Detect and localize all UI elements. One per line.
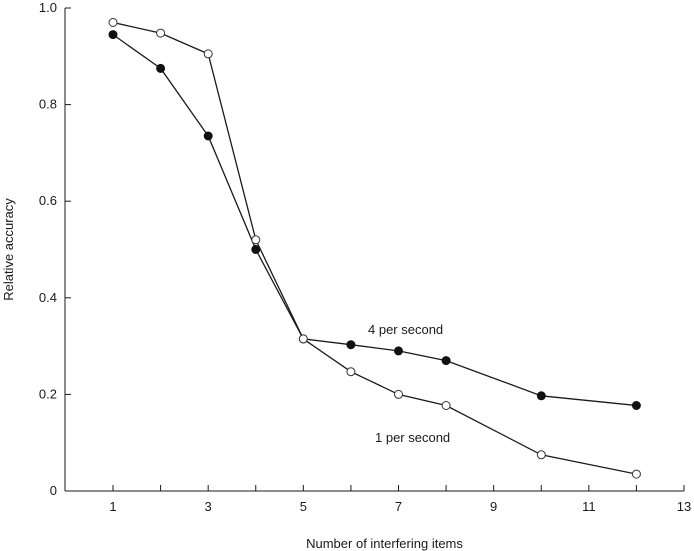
data-point — [346, 367, 356, 377]
x-tick-label: 5 — [300, 499, 307, 514]
series-line — [112, 34, 637, 407]
series-1-per-second — [108, 18, 641, 479]
series-line — [112, 21, 637, 475]
data-point — [156, 63, 166, 73]
y-tick-label: 0.8 — [39, 97, 57, 112]
y-tick-label: 0.6 — [39, 193, 57, 208]
series-label-4-per-second: 4 per second — [368, 322, 443, 337]
series-label-1-per-second: 1 per second — [375, 430, 450, 445]
data-point — [203, 131, 213, 141]
data-point — [346, 340, 356, 350]
y-tick-label: 0.2 — [39, 386, 57, 401]
data-point — [203, 49, 213, 59]
data-point — [536, 391, 546, 401]
data-point — [631, 469, 641, 479]
y-tick-label: 1.0 — [39, 0, 57, 15]
x-tick-label: 13 — [677, 499, 691, 514]
x-tick-label: 7 — [395, 499, 402, 514]
data-point — [441, 401, 451, 410]
data-point — [394, 389, 403, 399]
ticks: 00.20.40.60.81.01 3 5 7 9 11 13 — [39, 0, 691, 514]
x-axis-title: Number of interfering items — [306, 536, 463, 551]
data-point — [631, 401, 641, 410]
labels: Number of interfering items Relative acc… — [1, 198, 463, 551]
x-tick-label: 9 — [490, 499, 497, 514]
axes — [64, 8, 684, 492]
data-point — [108, 30, 118, 40]
data-point — [536, 450, 546, 460]
data-point — [298, 334, 308, 344]
data-point — [441, 356, 451, 366]
y-axis-title: Relative accuracy — [1, 198, 16, 301]
series-4-per-second — [108, 30, 641, 410]
y-tick-label: 0.4 — [39, 290, 57, 305]
x-tick-label: 11 — [582, 499, 596, 514]
x-tick-label: 3 — [205, 499, 212, 514]
data-point — [156, 28, 166, 38]
x-tick-label: 1 — [109, 499, 116, 514]
data-point — [108, 18, 118, 27]
series-group — [108, 18, 641, 479]
data-point — [394, 346, 403, 356]
y-tick-label: 0 — [50, 483, 57, 498]
data-point — [251, 235, 261, 245]
